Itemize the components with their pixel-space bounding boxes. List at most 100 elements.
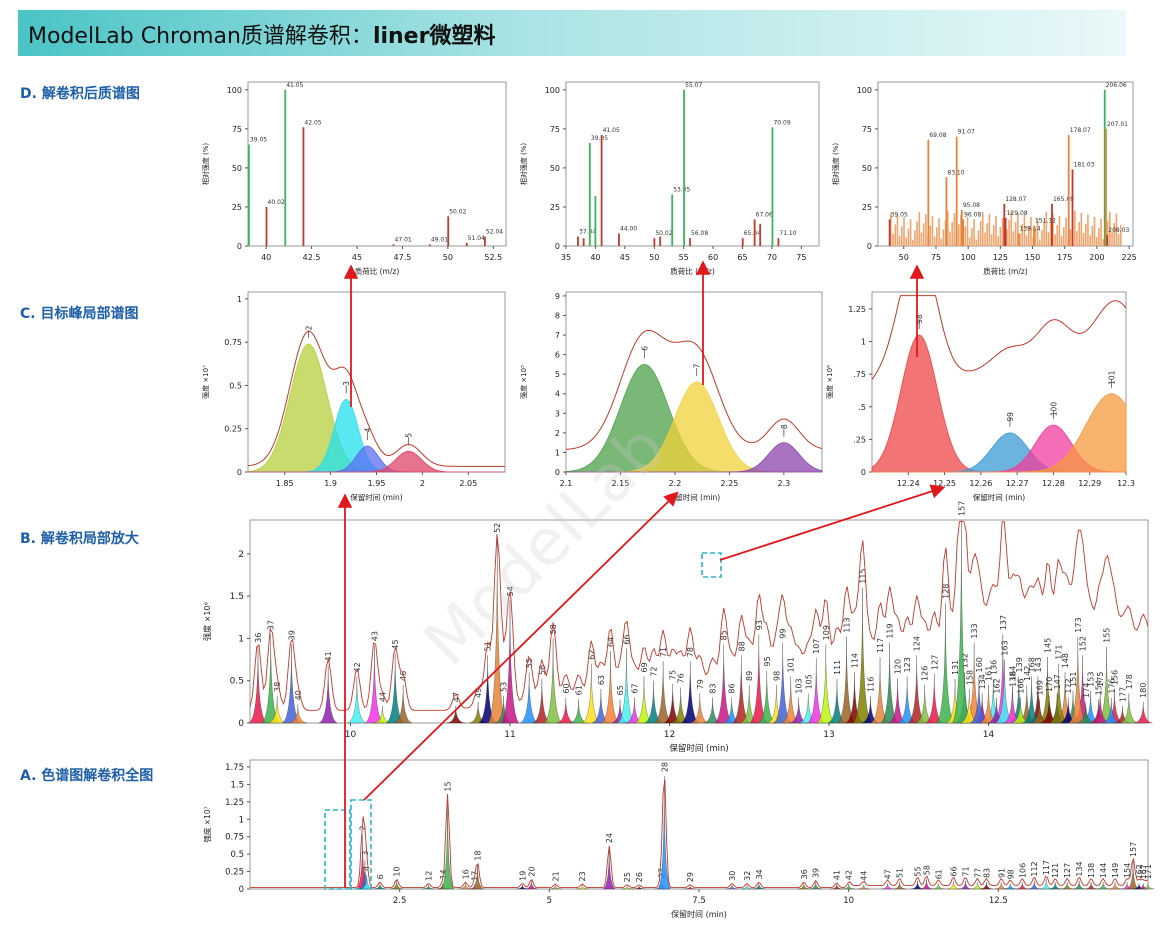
peak-label: 109: [822, 625, 831, 640]
peak-label: 51: [896, 868, 905, 878]
peak-label: 63: [597, 675, 606, 685]
peak-label: 55: [525, 658, 534, 668]
peak-area: [830, 884, 843, 890]
peak-area: [980, 882, 993, 890]
peak-area: [248, 450, 505, 473]
peak-label: 8: [780, 424, 789, 429]
chart-D3: 0 25 50 75 100 50 75 100 125 150 175 200 225 质荷比 (m/z…: [831, 81, 1137, 276]
peak-label: 116: [866, 677, 875, 692]
plot-frame: [247, 81, 507, 247]
peak-label: 19: [518, 871, 527, 881]
peak-label: 62: [587, 650, 596, 660]
peak-label: 6: [376, 874, 385, 879]
x-tick-label: 11: [504, 730, 515, 740]
peak-area: [525, 880, 538, 890]
peak-label: 93: [755, 620, 764, 630]
peak-label: 156: [1111, 670, 1120, 685]
chart-A: 0 0.25 0.5 0.75 1 1.25 1.5 1.75 2.5 5 7.5 10 12.5 保留时…: [202, 759, 1155, 919]
x-tick-label: 52.5: [484, 253, 502, 262]
chart-D1: 0 25 50 75 100 40 42.5 45 47.5 50 52.5 质荷比 (m/z) 相对强…: [201, 81, 507, 276]
chart-D2: 0 25 50 75 100 35 40 45 50 55 60 65 70 75 质荷比 (m/z) 相对强…: [519, 81, 820, 276]
y-tick-label: 0.75: [224, 338, 242, 347]
x-tick-label: 75: [796, 253, 806, 262]
title-banner: ModelLab Chroman质谱解卷积：liner微塑料: [18, 10, 1126, 56]
peak-label: 147: [1053, 674, 1062, 689]
spectrum-bar-label: 44.00: [620, 226, 637, 233]
peak-label: 65: [616, 685, 625, 695]
y-tick-label: 4: [555, 390, 560, 399]
y-axis-label: 相对强度 (%): [519, 143, 528, 186]
peak-label: 148: [1061, 653, 1070, 668]
plot-frame: [565, 81, 820, 247]
peak-area: [446, 706, 465, 724]
peak-label: 123: [903, 657, 912, 672]
watermark: ModelLab: [410, 410, 680, 680]
peak-label: 117: [1042, 860, 1051, 875]
peak-label: 103: [795, 678, 804, 693]
peak-label: 160: [975, 657, 984, 672]
y-tick-label: 0.25: [224, 425, 242, 434]
spectrum-bar-label: 53.05: [673, 186, 690, 193]
peak-label: 162: [1135, 864, 1144, 879]
spectrum-bar-label: 129.08: [1007, 210, 1028, 217]
peak-label: 44: [378, 692, 387, 702]
spectrum-bar-label: 165.09: [1053, 196, 1074, 203]
x-axis-label: 保留时间 (min): [350, 492, 402, 502]
peak-area: [288, 704, 308, 724]
y-tick-label: 50: [232, 164, 242, 173]
spectrum-bar-label: 51.04: [468, 235, 485, 242]
peak-label: 29: [686, 872, 695, 882]
x-tick-label: 12.24: [897, 479, 920, 488]
y-tick-label: 25: [550, 203, 560, 212]
peak-label: 161: [984, 666, 993, 681]
peak-area: [1084, 882, 1098, 890]
x-tick-label: 40: [261, 253, 271, 262]
spectrum-bar-label: 67.06: [756, 211, 773, 218]
peak-label: 144: [1099, 863, 1108, 878]
peak-label: 76: [677, 673, 686, 683]
spectrum-bar-label: 37.04: [579, 229, 596, 236]
section-label-a: A. 色谱图解卷积全图: [20, 768, 154, 784]
spectrum-bar-label: 91.07: [958, 129, 975, 136]
peak-label: 119: [886, 623, 895, 638]
peak-area: [951, 519, 971, 724]
x-tick-label: 7.5: [692, 896, 706, 906]
y-tick-label: 0.75: [225, 833, 244, 843]
peak-label: 174: [1082, 683, 1091, 698]
x-tick-label: 2.25: [720, 479, 738, 488]
peak-label: 101: [787, 657, 796, 672]
x-tick-label: 50: [443, 253, 453, 262]
envelope-line: [249, 521, 1149, 711]
peak-area: [390, 880, 403, 890]
peak-label: 7: [693, 363, 702, 368]
chart-C1: 0 0.25 0.5 0.75 1 1.85 1.9 1.95 2 2.05 保留时间 (min) 强…: [201, 291, 506, 502]
peak-label: 69: [640, 662, 649, 672]
peak-area: [947, 880, 960, 890]
peak-label: 12: [424, 871, 433, 881]
spectrum-bar-label: 39.05: [250, 136, 267, 143]
x-tick-label: 2.1: [560, 479, 573, 488]
peak-area: [995, 882, 1008, 890]
spectrum-bar-label: 181.03: [1074, 161, 1095, 168]
spectrum-bar-label: 139.14: [1020, 226, 1041, 233]
peak-area: [797, 883, 811, 890]
y-axis-label: 强度 ×10⁶: [202, 602, 212, 641]
y-tick-label: 1.75: [225, 763, 244, 773]
envelope-line: [247, 330, 505, 467]
peak-label: 117: [876, 638, 885, 653]
y-tick-label: 2: [555, 429, 560, 438]
x-tick-label: 200: [1089, 253, 1104, 262]
peak-area: [690, 693, 710, 724]
spectrum-bar-label: 151.12: [1035, 218, 1056, 225]
spectrum-bar-label: 50.02: [655, 230, 672, 237]
peak-label: 49: [474, 688, 483, 698]
peak-label: 91: [997, 868, 1006, 878]
x-tick-label: 45: [620, 253, 630, 262]
peak-area: [881, 883, 894, 890]
peak-label: 178: [1125, 674, 1134, 689]
peak-label: 79: [696, 679, 705, 689]
x-tick-label: 1.85: [276, 479, 294, 488]
x-tick-label: 12: [664, 730, 675, 740]
peak-label: 171: [1144, 864, 1153, 879]
spectrum-bar-label: 41.05: [286, 82, 303, 89]
